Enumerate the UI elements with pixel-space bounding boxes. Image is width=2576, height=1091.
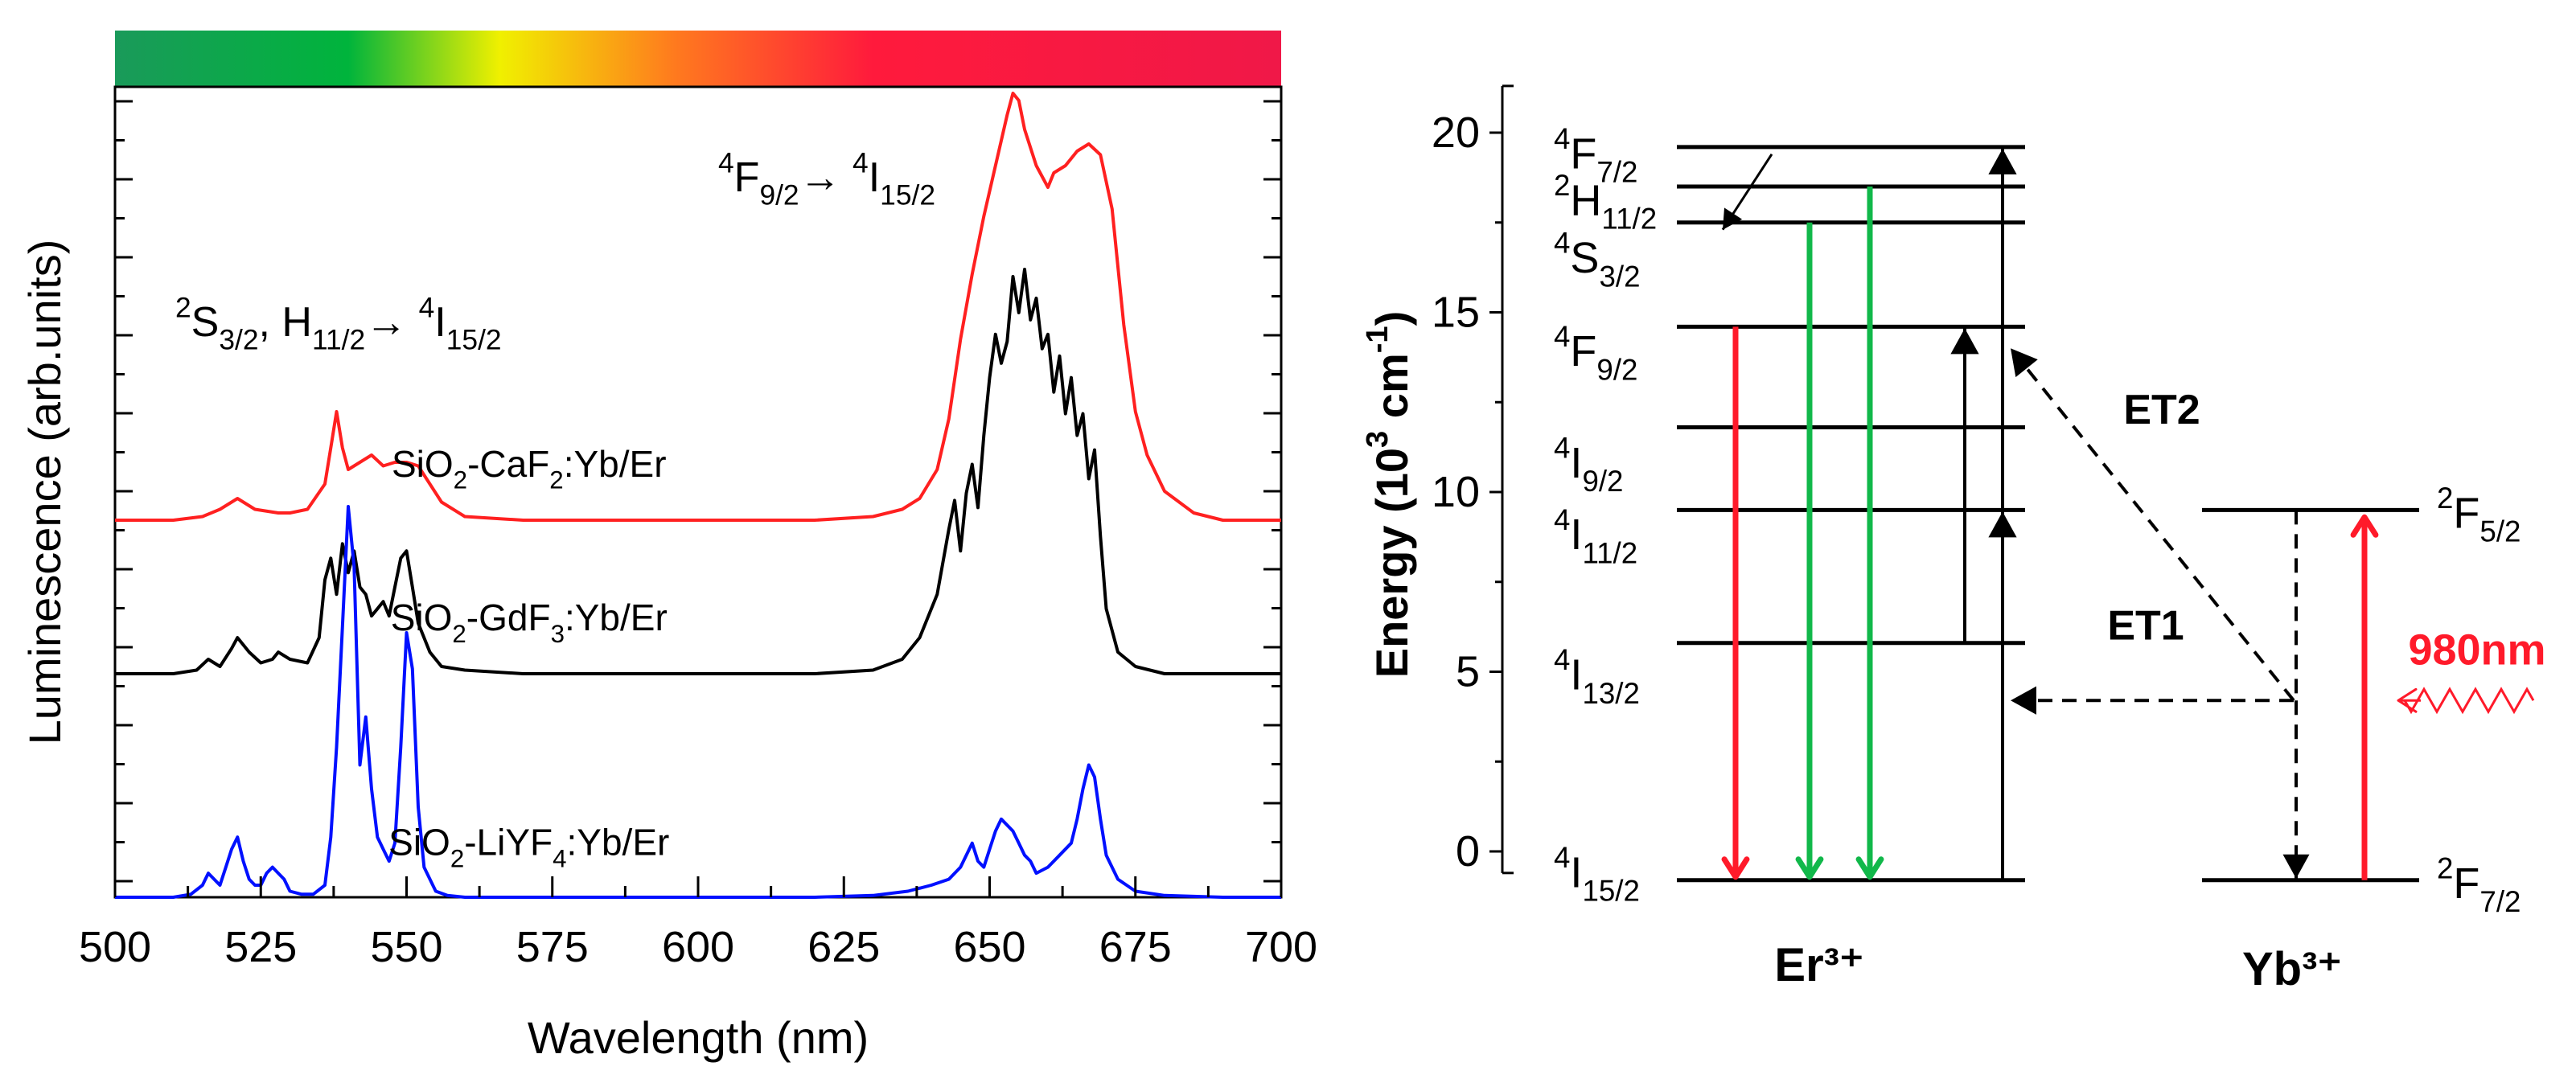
er-level-label: 4I9/2 [1554, 431, 1623, 498]
energy-level-diagram: 0 5 10 15 20 Energy (103 cm-1) 4F7/22H11/24S3… [1361, 84, 2546, 995]
x-tick-label: 550 [370, 923, 442, 971]
spectrum-color-bar [115, 31, 1281, 87]
x-axis-label: Wavelength (nm) [528, 1012, 869, 1063]
er-level-label: 4F7/2 [1554, 122, 1637, 189]
green-emission-arrow-head [1795, 856, 1824, 880]
x-tick-label: 650 [953, 923, 1025, 971]
series-line-black [115, 268, 1281, 675]
yb-level-label: 2F5/2 [2437, 482, 2521, 548]
er-level-label: 2H11/2 [1554, 169, 1657, 236]
x-tick-label: 675 [1099, 923, 1172, 971]
x-tick-label: 600 [662, 923, 734, 971]
ion-label-er: Er³⁺ [1774, 939, 1863, 991]
980nm-wave-arrow-head [2397, 687, 2418, 713]
x-tick-label: 500 [79, 923, 151, 971]
x-tick-label: 700 [1245, 923, 1317, 971]
er-level-label: 4I15/2 [1554, 841, 1640, 908]
et2-label: ET2 [2123, 387, 2200, 433]
y-tick-label: 15 [1432, 289, 1480, 337]
relaxation-arrow-head [1723, 207, 1743, 230]
er-level-label: 4S3/2 [1554, 227, 1641, 293]
series-line-blue [115, 505, 1281, 899]
et2-arrow-head [2011, 348, 2038, 378]
up-excitation-arrow-head [1950, 328, 1979, 355]
yb-absorption-arrow-head [2350, 514, 2379, 538]
ion-label-yb: Yb³⁺ [2242, 943, 2342, 995]
x-tick-label: 575 [516, 923, 589, 971]
excitation-wavelength-label: 980nm [2408, 626, 2545, 675]
er-level-label: 4I11/2 [1554, 503, 1637, 570]
x-tick-label: 625 [807, 923, 880, 971]
y-tick-label: 5 [1456, 648, 1480, 696]
x-tick-label: 525 [224, 923, 297, 971]
y-tick-label: 0 [1456, 827, 1480, 876]
transition-annotation-red: 4F9/2→ 4I15/2 [718, 148, 935, 211]
yb-relaxation-arrow-head [2282, 854, 2310, 879]
plot-frame [113, 85, 1283, 899]
980nm-wave [2403, 687, 2535, 715]
red-emission-arrow-head [1721, 856, 1750, 880]
et2-arrow [2009, 347, 2295, 702]
energy-axis-label: Energy (103 cm-1) [1361, 311, 1417, 679]
up-excitation-arrow-head [1988, 148, 2017, 174]
et1-label: ET1 [2107, 602, 2184, 649]
up-excitation-arrow-head [1988, 511, 2017, 538]
er-level-label: 4F9/2 [1554, 320, 1637, 387]
series-line-red [115, 92, 1281, 522]
et1-arrow-head [2011, 686, 2036, 715]
yb-level-label: 2F7/2 [2437, 851, 2521, 918]
green-emission-arrow-head [1855, 856, 1884, 880]
y-tick-label: 20 [1432, 109, 1480, 157]
emission-spectra-chart: 500 525 550 575 600 625 650 675 700 SiO2-CaF2:Yb… [19, 31, 1317, 1063]
y-axis-label: Luminescence (arb.units) [19, 240, 70, 745]
series-label-black: SiO2-GdF3:Yb/Er [391, 597, 668, 648]
series-label-blue: SiO2-LiYF4:Yb/Er [388, 822, 669, 873]
transition-annotation-green: 2S3/2, H11/2→ 4I15/2 [175, 293, 502, 356]
series-label-red: SiO2-CaF2:Yb/Er [392, 443, 667, 494]
er-level-label: 4I13/2 [1554, 643, 1640, 710]
y-tick-label: 10 [1432, 468, 1480, 516]
